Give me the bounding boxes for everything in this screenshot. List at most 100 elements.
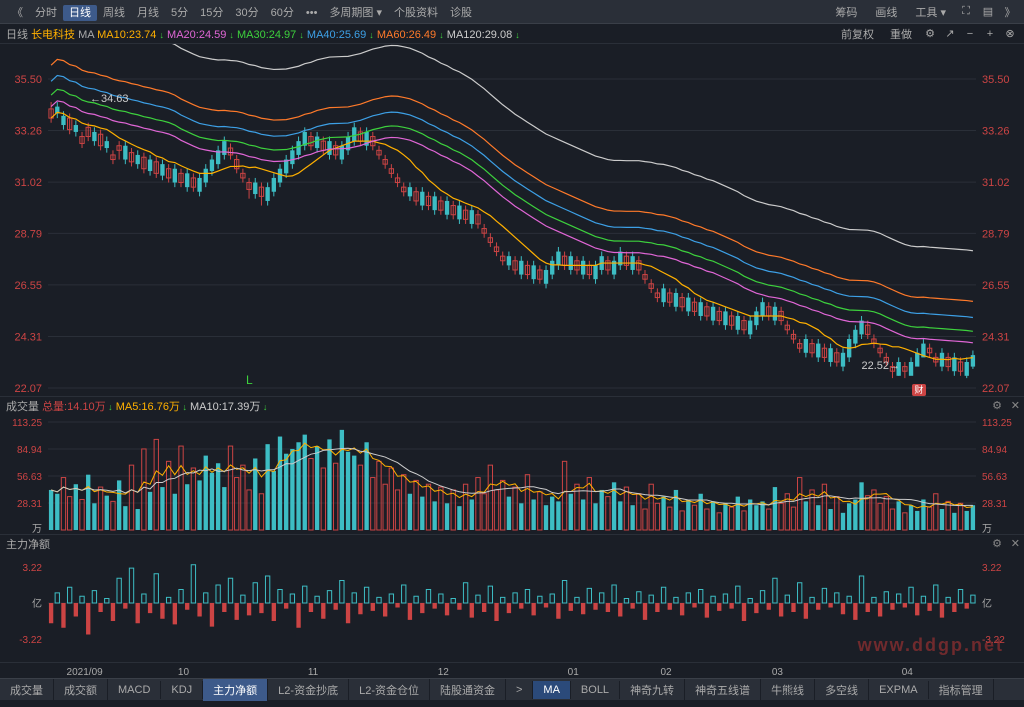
svg-text:万: 万 [32, 524, 42, 534]
indicator-tab-神奇九转[interactable]: 神奇九转 [620, 679, 685, 701]
svg-text:31.02: 31.02 [982, 177, 1010, 189]
settings-icon[interactable]: ⚙ [992, 537, 1002, 550]
svg-text:亿: 亿 [32, 597, 42, 610]
volume-chart[interactable]: 28.3128.3156.6356.6384.9484.94113.25113.… [0, 414, 1024, 534]
top-toolbar: 《分时日线周线月线5分15分30分60分•••多周期图 ▾个股资料诊股 筹码画线… [0, 0, 1024, 24]
svg-text:11: 11 [308, 667, 319, 678]
svg-text:22.07: 22.07 [14, 383, 42, 395]
indicator-tab-主力净额[interactable]: 主力净额 [203, 679, 268, 701]
indicator-tab-BOLL[interactable]: BOLL [571, 681, 620, 699]
timeframe-多周期图 ▾[interactable]: 多周期图 ▾ [323, 5, 388, 21]
svg-text:←34.63: ←34.63 [90, 93, 129, 105]
vol-stat: 成交量 [6, 401, 39, 413]
watermark: www.ddgp.net [858, 635, 1004, 656]
ma-value: MA40:25.69 ↓ [307, 29, 374, 41]
ma-icon[interactable]: ↗ [942, 26, 958, 42]
ma-icon[interactable]: + [982, 26, 998, 42]
timeframe-30分[interactable]: 30分 [229, 5, 264, 21]
toolbar-icon[interactable]: 》 [1002, 4, 1018, 20]
svg-text:56.63: 56.63 [17, 472, 42, 483]
netflow-chart[interactable]: -3.22-3.223.223.22亿亿 www.ddgp.net [0, 552, 1024, 662]
timeframe-月线[interactable]: 月线 [131, 5, 165, 21]
indicator-tab-陆股通资金[interactable]: 陆股通资金 [430, 679, 506, 701]
indicator-tab-L2-资金抄底[interactable]: L2-资金抄底 [268, 679, 349, 701]
indicator-tab-成交量[interactable]: 成交量 [0, 679, 54, 701]
timeframe-诊股[interactable]: 诊股 [444, 5, 478, 21]
svg-text:28.79: 28.79 [14, 228, 42, 240]
ma-icon[interactable]: − [962, 26, 978, 42]
svg-text:33.26: 33.26 [14, 126, 42, 138]
svg-text:24.31: 24.31 [14, 331, 42, 343]
indicator-tab-MA[interactable]: MA [533, 681, 571, 699]
stock-name: 长电科技 [31, 29, 75, 41]
svg-text:84.94: 84.94 [17, 445, 42, 456]
timeframe-分时[interactable]: 分时 [29, 5, 63, 21]
svg-text:28.79: 28.79 [982, 228, 1010, 240]
bottom-indicator-tabs: 成交量成交额MACDKDJ主力净额L2-资金抄底L2-资金仓位陆股通资金>MAB… [0, 678, 1024, 700]
volume-header: 成交量 总量:14.10万 ↓ MA5:16.76万 ↓ MA10:17.39万… [0, 396, 1024, 414]
vol-stat: MA5:16.76万 ↓ [116, 401, 187, 413]
svg-text:22.52→: 22.52→ [861, 360, 900, 372]
close-icon[interactable]: ✕ [1011, 537, 1020, 550]
svg-text:12: 12 [438, 667, 450, 678]
timeframe-15分[interactable]: 15分 [194, 5, 229, 21]
indicator-tab-KDJ[interactable]: KDJ [161, 681, 203, 699]
toolbar-icon[interactable]: ⛶ [958, 4, 974, 20]
toolbar-icon[interactable]: ▤ [980, 4, 996, 20]
svg-text:113.25: 113.25 [12, 418, 42, 429]
indicator-tab-多空线[interactable]: 多空线 [815, 679, 869, 701]
tool-画线[interactable]: 画线 [869, 2, 903, 22]
settings-icon[interactable]: ⚙ [992, 399, 1002, 412]
ma-value: MA60:26.49 ↓ [377, 29, 444, 41]
ma-value: MA30:24.97 ↓ [237, 29, 304, 41]
svg-text:35.50: 35.50 [14, 74, 42, 86]
indicator-tab-MACD[interactable]: MACD [108, 681, 161, 699]
indicator-tab->[interactable]: > [506, 681, 533, 699]
timeframe-5分[interactable]: 5分 [165, 5, 194, 21]
svg-text:33.26: 33.26 [982, 126, 1010, 138]
tool-工具 ▾[interactable]: 工具 ▾ [909, 2, 952, 22]
svg-text:56.63: 56.63 [982, 472, 1007, 483]
svg-text:01: 01 [568, 667, 580, 678]
vol-stat: 总量:14.10万 ↓ [42, 401, 113, 413]
ma-action[interactable]: 前复权 [835, 24, 880, 44]
svg-text:31.02: 31.02 [14, 177, 42, 189]
svg-text:113.25: 113.25 [982, 418, 1012, 429]
timeframe-《[interactable]: 《 [6, 5, 29, 21]
svg-text:2021/09: 2021/09 [67, 667, 104, 678]
indicator-tab-牛熊线[interactable]: 牛熊线 [761, 679, 815, 701]
netflow-header: 主力净额 ⚙ ✕ [0, 534, 1024, 552]
ma-value: MA20:24.59 ↓ [167, 29, 234, 41]
svg-text:04: 04 [902, 667, 914, 678]
svg-text:财: 财 [914, 384, 923, 395]
indicator-tab-成交额[interactable]: 成交额 [54, 679, 108, 701]
ma-action[interactable]: 重做 [884, 24, 918, 44]
svg-text:28.31: 28.31 [982, 499, 1007, 510]
timeframe-周线[interactable]: 周线 [97, 5, 131, 21]
indicator-tab-EXPMA[interactable]: EXPMA [869, 681, 929, 699]
tool-筹码[interactable]: 筹码 [829, 2, 863, 22]
svg-text:26.55: 26.55 [982, 280, 1010, 292]
svg-text:24.31: 24.31 [982, 331, 1010, 343]
svg-text:-3.22: -3.22 [19, 635, 42, 646]
indicator-tab-指标管理[interactable]: 指标管理 [929, 679, 994, 701]
x-axis: 2021/0910111201020304 [0, 662, 1024, 678]
svg-text:10: 10 [178, 667, 190, 678]
indicator-tab-L2-资金仓位[interactable]: L2-资金仓位 [349, 679, 430, 701]
price-chart[interactable]: 22.07 22.07 24.31 24.31 26.55 26.55 28.79 28.79… [0, 44, 1024, 396]
ma-value: MA120:29.08 ↓ [447, 29, 520, 41]
svg-text:26.55: 26.55 [14, 280, 42, 292]
ma-icon[interactable]: ⊗ [1002, 26, 1018, 42]
vol-stat: MA10:17.39万 ↓ [190, 401, 267, 413]
svg-text:22.07: 22.07 [982, 383, 1010, 395]
timeframe-•••[interactable]: ••• [300, 5, 324, 21]
ma-icon[interactable]: ⚙ [922, 26, 938, 42]
ma-indicator-bar: 日线 长电科技 MA MA10:23.74 ↓ MA20:24.59 ↓ MA3… [0, 24, 1024, 44]
svg-text:3.22: 3.22 [982, 563, 1002, 574]
svg-text:84.94: 84.94 [982, 445, 1007, 456]
close-icon[interactable]: ✕ [1011, 399, 1020, 412]
timeframe-60分[interactable]: 60分 [265, 5, 300, 21]
timeframe-日线[interactable]: 日线 [63, 5, 97, 21]
indicator-tab-神奇五线谱[interactable]: 神奇五线谱 [685, 679, 761, 701]
timeframe-个股资料[interactable]: 个股资料 [388, 5, 444, 21]
